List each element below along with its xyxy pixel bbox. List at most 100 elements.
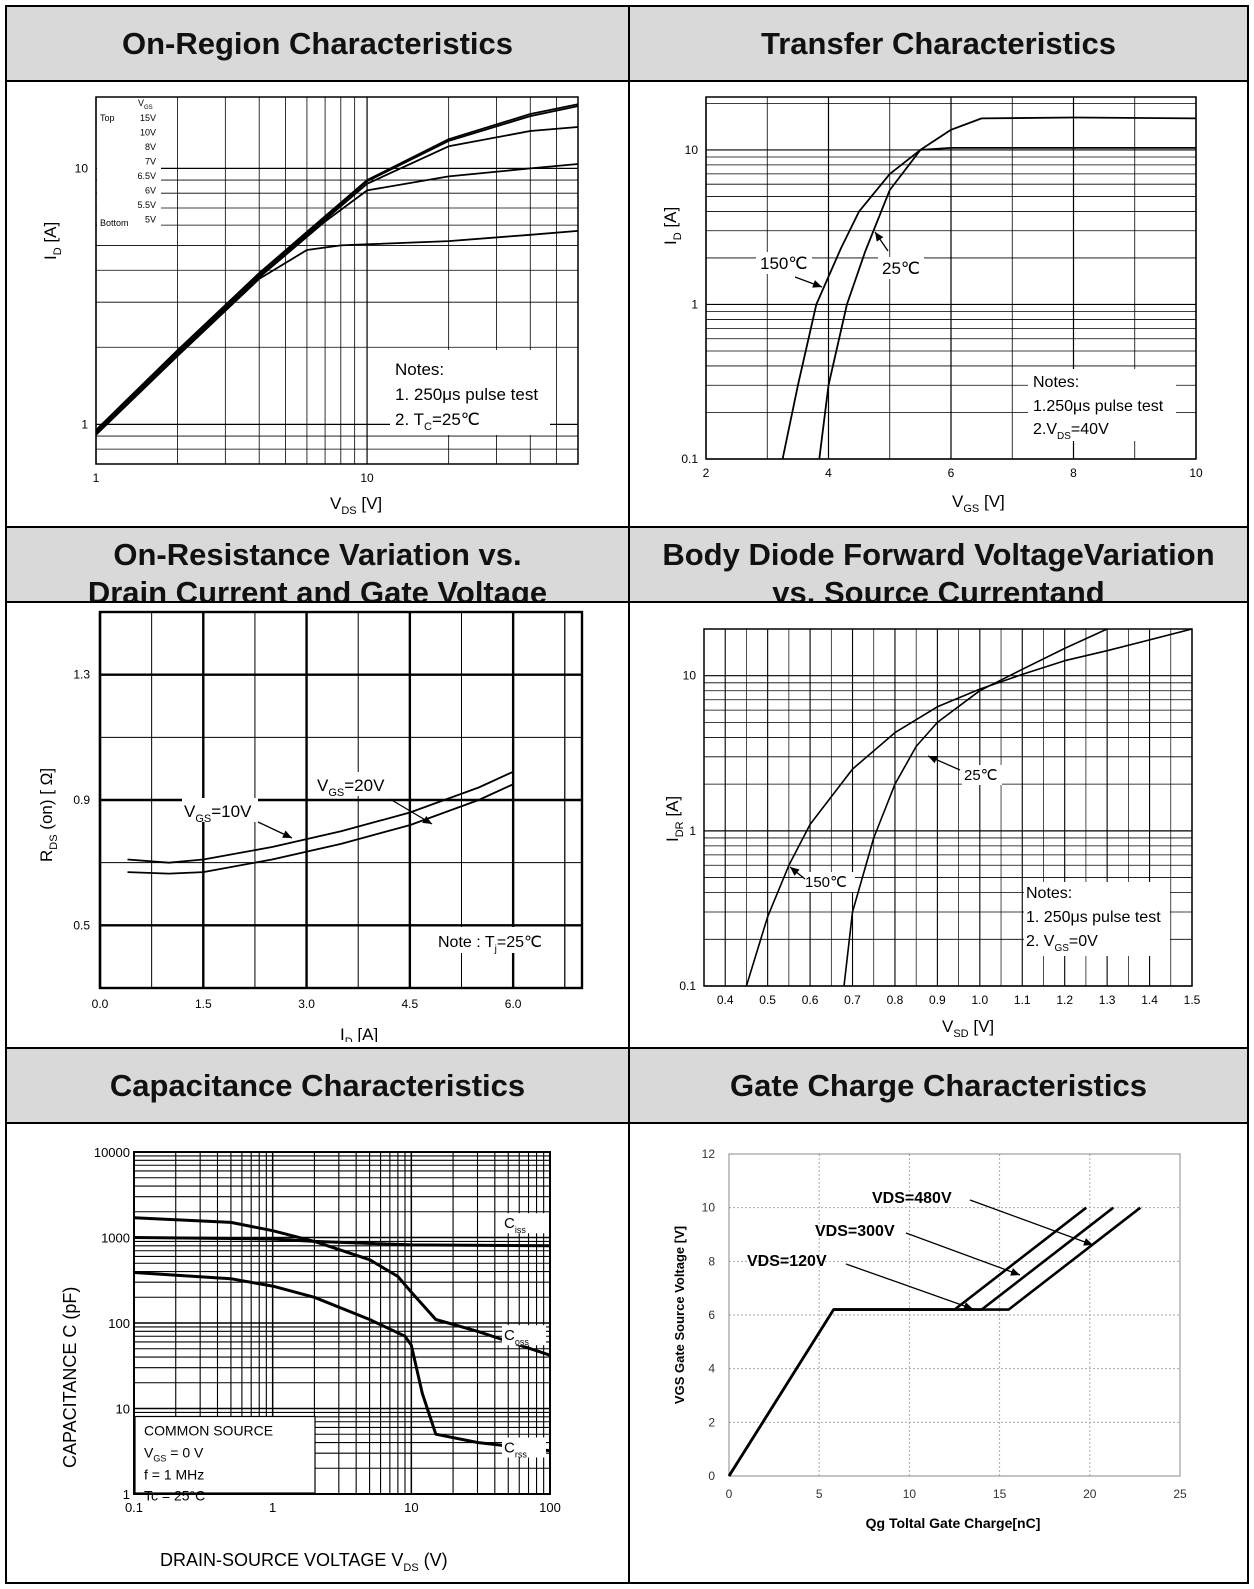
annotation-150c: 150℃ [805,874,847,891]
y-axis-label-sub: D [52,247,64,255]
annotation-150c: 150℃ [760,254,807,273]
note-tj-rest: =25℃ [497,934,542,951]
x-axis-label: VGS [V] [952,492,1005,515]
row-divider-2 [7,1047,1247,1049]
series-line-V_GS=10V [127,770,514,864]
curve-label-Coss: Coss [504,1327,529,1347]
header-gatecharge-text: Gate Charge Characteristics [730,1067,1147,1103]
y-axis-label-rest: [A] [663,796,682,822]
series-line-VDS=300V [727,1206,1115,1477]
x-tick-label: 4 [825,466,832,480]
header-onresistance-line2: Drain Current and Gate Voltage [87,575,548,603]
y-tick-label: 1 [691,297,698,311]
y-axis-label-main: I [663,837,682,842]
plot-frame [703,628,1193,987]
legend-title-main: V [138,98,144,108]
legend-common-source: COMMON SOURCE [144,1423,273,1439]
annotation-vds300-arrow-shaft [905,1232,1021,1276]
x-tick-label: 3.0 [298,997,315,1011]
x-axis-label: Qg Toltal Gate Charge[nC] [866,1515,1041,1531]
header-onresistance: On-Resistance Variation vs. Drain Current… [7,528,628,603]
y-tick-label: 0.1 [681,452,698,466]
curve-label-Coss-sub: oss [515,1337,530,1347]
header-transfer: Transfer Characteristics [630,7,1247,82]
y-tick-label: 2 [708,1415,715,1429]
header-onregion-text: On-Region Characteristics [121,25,514,61]
plot-frame [98,610,584,990]
x-tick-label: 10 [903,1487,917,1501]
header-bodydiode-line1: Body Diode Forward VoltageVariation [662,537,1215,572]
annotation-25c: 25℃ [964,767,998,784]
legend-top-label: Top [100,113,115,123]
annot-25-bg [962,765,1002,785]
notes-title: Notes: [1026,885,1072,902]
x-tick-label: 10 [1189,466,1203,480]
y-tick-label: 1000 [101,1231,130,1246]
curve-label-Ciss-sub: iss [515,1225,526,1235]
y-tick-label: 0.5 [73,918,90,932]
x-axis-label-sub: GS [963,503,979,515]
legend-bottom-label: Bottom [100,218,129,228]
x-tick-label: 1.3 [1099,993,1116,1007]
notes-line2-rest: =0V [1069,933,1098,950]
annot-25-bg [878,257,924,279]
notes-line1: 1.250μs pulse test [1033,398,1164,415]
legend-vgs-rest: = 0 V [166,1445,204,1461]
x-tick-label: 6 [948,466,955,480]
y-tick-label: 100 [108,1316,130,1331]
x-axis-label-rest: [V] [357,494,383,513]
legend-vgs-main: V [144,1445,154,1461]
legend-level: 6.5V [137,171,156,181]
curve-label-Coss-main: C [504,1327,515,1344]
y-tick-label: 0.1 [679,979,696,993]
annotation-vds480-arrow-head [1083,1238,1093,1246]
x-tick-label: 0.1 [125,1500,143,1515]
x-tick-label: 0.9 [929,993,946,1007]
x-tick-label: 1.4 [1141,993,1158,1007]
label-vgs10-arrow-head [282,830,292,838]
header-capacitance: Capacitance Characteristics [7,1049,628,1124]
header-onregion: On-Region Characteristics [7,7,628,82]
series-line-5V [95,230,579,436]
annotation-vds120-arrow-shaft [845,1263,974,1310]
x-tick-label: 10 [360,471,374,485]
curve-label-Crss: Crss [504,1440,527,1460]
y-tick-label: 10 [685,143,699,157]
annotation-150c-arrow-head [812,280,822,288]
legend-level: 5.5V [137,200,156,210]
x-axis-label-sub: DS [341,505,356,517]
x-tick-label: 1 [93,471,100,485]
curve-label-Crss-main: C [504,1440,515,1457]
x-tick-label: 4.5 [402,997,419,1011]
x-tick-label: 15 [993,1487,1007,1501]
notes-line2-sub: GS [1054,943,1069,954]
y-tick-label: 0 [708,1469,715,1483]
x-tick-label: 0.8 [887,993,904,1007]
notes-line1: 1. 250μs pulse test [395,385,538,404]
x-axis-label-rest: (V) [419,1550,448,1570]
legend-box [134,1415,316,1494]
x-axis-label: VSD [V] [942,1017,994,1040]
note-tj-main: Note : T [438,934,495,951]
notes-line2: 2. TC=25℃ [395,410,480,433]
header-bodydiode: Body Diode Forward VoltageVariation vs. S… [630,528,1247,603]
y-axis-label-rest: [A] [41,222,60,248]
notes-line2-main: 2. T [395,410,424,429]
notes-line2: 2. VGS=0V [1026,933,1098,954]
x-axis-label-main: DRAIN-SOURCE VOLTAGE V [160,1550,403,1570]
chart-gatecharge: 0 5 10 15 20 25 0 2 4 6 8 10 12 VDS=480V VDS=300V VDS=1… [672,1147,1187,1531]
y-axis-label: RDS (on) [ Ω] [37,768,60,862]
y-tick-label: 1 [81,417,88,431]
notes-bg [390,350,550,435]
label-vgs10-rest: =10V [211,802,252,821]
x-axis-label-sub: SD [953,1028,968,1040]
note-tj: Note : Tj=25℃ [438,934,542,955]
y-axis-label: VGS Gate Source Voltage [V] [672,1226,687,1404]
y-tick-label: 10 [116,1402,130,1417]
x-axis-label-main: I [340,1025,345,1042]
curve-label-Ciss-main: C [504,1215,515,1232]
notes-line2-main: 2. V [1026,933,1055,950]
legend-vgs: VGS = 0 V [144,1445,204,1464]
x-axis-label-sub: DS [403,1562,418,1574]
y-tick-label: 8 [708,1254,715,1268]
